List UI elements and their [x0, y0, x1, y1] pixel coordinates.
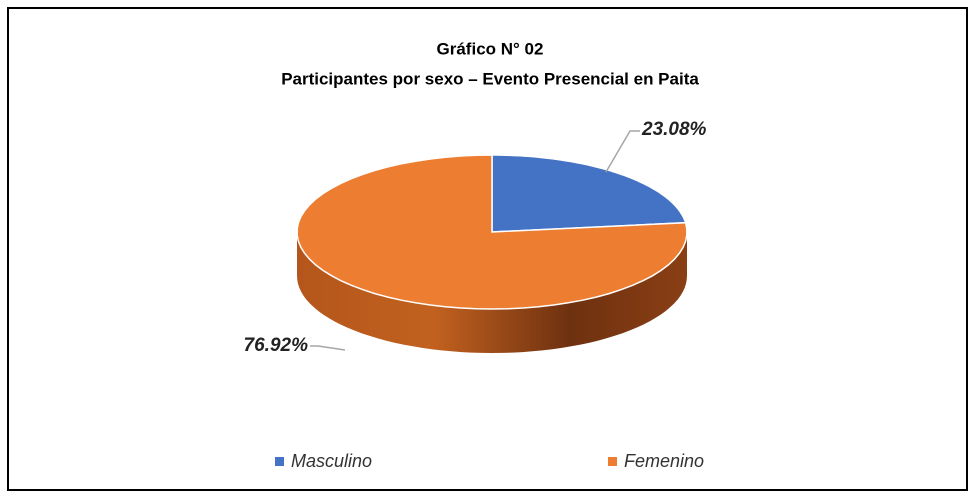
- chart-title: Gráfico N° 02: [437, 39, 544, 58]
- legend-swatch: [608, 457, 617, 466]
- chart-subtitle: Participantes por sexo – Evento Presenci…: [281, 69, 699, 88]
- pie-side: [297, 232, 687, 353]
- leader-line: [605, 130, 640, 173]
- legend-label: Femenino: [624, 451, 704, 471]
- data-label: 23.08%: [641, 119, 707, 140]
- pie-slice: [296, 154, 688, 310]
- pie-slice: [491, 154, 687, 233]
- data-label: 76.92%: [244, 335, 309, 356]
- legend-label: Masculino: [291, 451, 372, 471]
- legend-swatch: [275, 457, 284, 466]
- leader-line: [310, 345, 346, 351]
